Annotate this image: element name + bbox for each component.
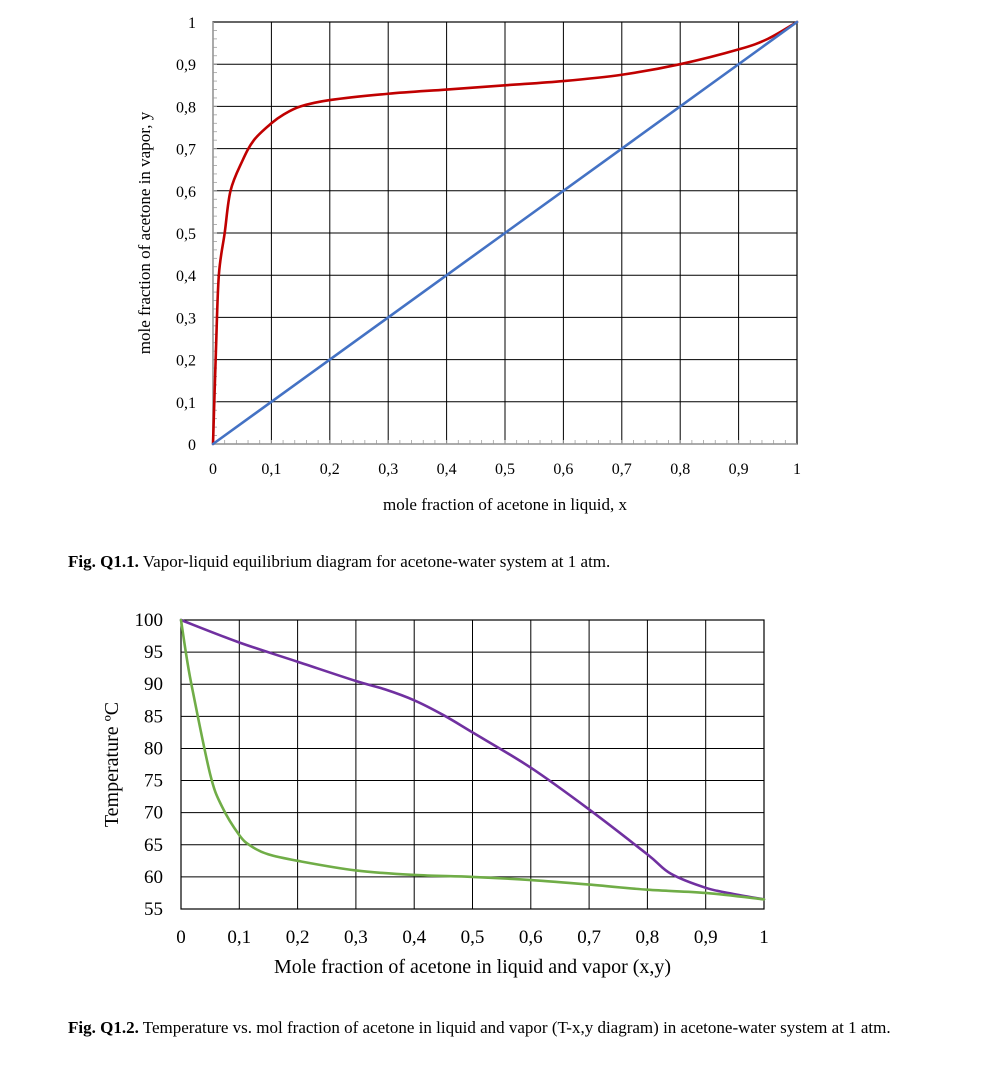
y-tick-label: 100 <box>135 610 164 631</box>
x-tick-label: 0,7 <box>612 461 632 478</box>
y-axis-label: mole fraction of acetone in vapor, y <box>135 111 154 354</box>
y-tick-label: 55 <box>144 899 163 920</box>
x-tick-label: 0,2 <box>286 927 310 948</box>
x-tick-label: 0,6 <box>519 927 543 948</box>
x-tick-label: 0,9 <box>694 927 718 948</box>
y-tick-label: 70 <box>144 803 163 824</box>
series-line-1 <box>179 618 766 901</box>
x-tick-label: 0,4 <box>437 461 457 478</box>
y-tick-label: 0,8 <box>176 99 196 116</box>
y-tick-label: 0,7 <box>176 142 196 159</box>
x-tick-label: 0,9 <box>729 461 749 478</box>
y-tick-label: 0,2 <box>176 353 196 370</box>
x-axis-label: Mole fraction of acetone in liquid and v… <box>274 956 671 978</box>
y-tick-label: 0,5 <box>176 226 196 243</box>
x-tick-label: 0,7 <box>577 927 601 948</box>
x-tick-label: 0,6 <box>553 461 573 478</box>
x-tick-label: 0 <box>209 461 217 478</box>
y-tick-label: 75 <box>144 771 163 792</box>
y-axis-label: Temperature ºC <box>101 702 123 827</box>
figure-1-label: Fig. Q1.1. <box>68 552 139 571</box>
figure-2-text: Temperature vs. mol fraction of acetone … <box>138 1018 891 1037</box>
x-tick-label: 0,5 <box>495 461 515 478</box>
y-tick-label: 85 <box>144 706 163 727</box>
x-axis-label: mole fraction of acetone in liquid, x <box>383 495 628 514</box>
y-tick-label: 0,1 <box>176 395 196 412</box>
x-tick-label: 0,1 <box>261 461 281 478</box>
x-tick-label: 0,8 <box>670 461 690 478</box>
series-line-1 <box>211 20 799 446</box>
y-tick-label: 0,9 <box>176 57 196 74</box>
y-tick-label: 1 <box>188 15 196 32</box>
y-tick-label: 0,4 <box>176 268 196 285</box>
x-tick-label: 1 <box>759 927 769 948</box>
plot-frame <box>180 619 765 910</box>
x-tick-label: 0,2 <box>320 461 340 478</box>
vle-chart: 0 0,1 0,2 0,3 0,4 0,5 0,6 0,7 0,8 0,9 1 0 0,1 0,2 0,3 0… <box>135 15 801 514</box>
y-tick-label: 95 <box>144 642 163 663</box>
x-tick-label: 0,4 <box>402 927 426 948</box>
figure-1-caption: Fig. Q1.1. Vapor-liquid equilibrium diag… <box>68 552 928 572</box>
y-tick-label: 0,6 <box>176 184 196 201</box>
x-tick-label: 0,3 <box>344 927 368 948</box>
x-tick-label: 0,1 <box>227 927 251 948</box>
figure-2-caption: Fig. Q1.2. Temperature vs. mol fraction … <box>68 1018 938 1038</box>
x-tick-label: 0,5 <box>461 927 485 948</box>
x-tick-label: 1 <box>793 461 801 478</box>
y-tick-label: 90 <box>144 674 163 695</box>
series-line-2 <box>179 618 766 901</box>
x-tick-label: 0,8 <box>636 927 660 948</box>
y-tick-label: 0 <box>188 437 196 454</box>
y-tick-label: 80 <box>144 738 163 759</box>
x-tick-label: 0,3 <box>378 461 398 478</box>
y-tick-label: 65 <box>144 835 163 856</box>
figure-1-text: Vapor-liquid equilibrium diagram for ace… <box>138 552 611 571</box>
txy-chart: 0 0,1 0,2 0,3 0,4 0,5 0,6 0,7 0,8 0,9 1 55 60 65 70 75 8… <box>101 610 769 978</box>
x-tick-label: 0 <box>176 927 186 948</box>
series-line-2 <box>211 20 799 446</box>
y-tick-label: 0,3 <box>176 310 196 327</box>
figure-2-label: Fig. Q1.2. <box>68 1018 139 1037</box>
y-tick-label: 60 <box>144 867 163 888</box>
